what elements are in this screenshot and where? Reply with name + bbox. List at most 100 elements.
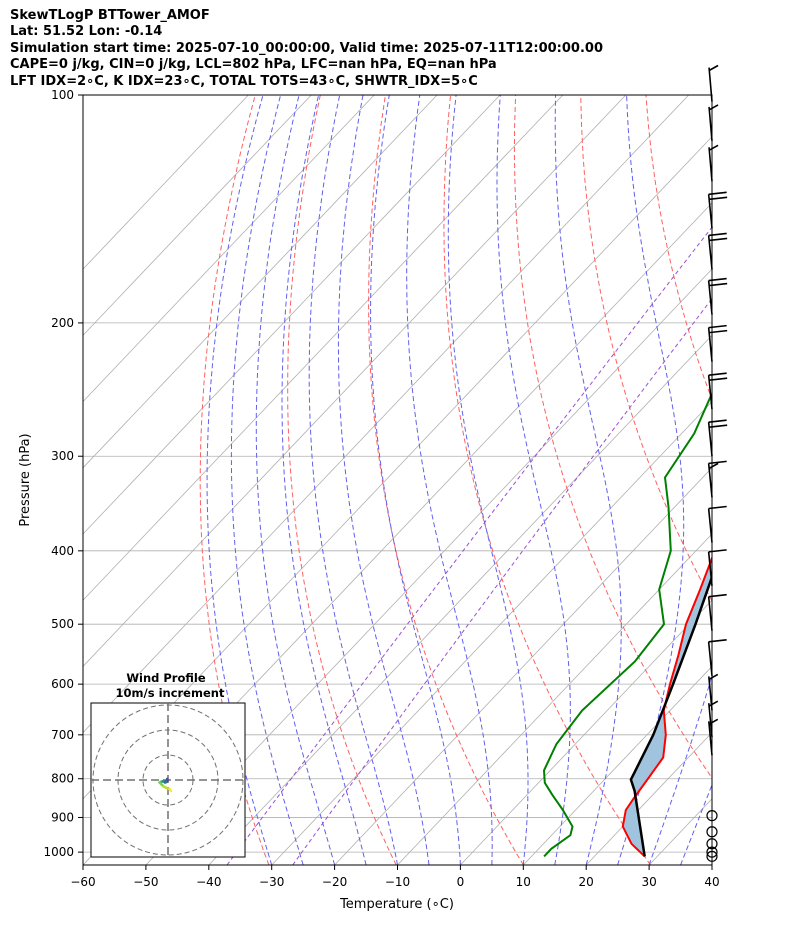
barb-flag-half [708,462,719,470]
barb-flag-half [708,673,719,681]
isotherm-line [145,268,712,865]
axes: −60 −50 −40 −30 −20 −10 0 10 20 30 40 100 200 300 400 5… [43,88,719,889]
dry-adiabat [513,95,712,779]
isotherm-line [648,798,712,865]
wind-barb [707,549,727,586]
x-axis-title: Temperature (∘C) [339,897,454,912]
isotherm-line [711,864,712,865]
barb-flag-full [708,191,727,196]
y-axis-title: Pressure (hPa) [18,433,33,526]
barb-flag-full [709,377,728,381]
barb-shaft [707,422,713,457]
isotherm-line [83,95,689,734]
barb-shaft [707,641,713,676]
dry-adiabat [368,95,524,865]
dry-adiabat [580,95,712,602]
barb-flag-full [708,549,727,553]
barb-shaft [707,463,713,498]
barb-shaft [708,676,713,711]
barb-flag-half [708,144,719,151]
calm-wind-circle [706,850,718,862]
barb-flag-full [709,424,728,429]
y-tick-label: 100 [51,88,74,102]
cape-line: CAPE=0 j/kg, CIN=0 j/kg, LCL=802 hPa, LF… [10,57,497,73]
indices-line: LFT IDX=2∘C, K IDX=23∘C, TOTAL TOTS=43∘C… [10,73,478,89]
location-line: Lat: 51.52 Lon: -0.14 [10,24,163,40]
wind-barb [707,460,727,498]
wind-barb [707,372,728,410]
x-tick-label: 10 [516,875,531,889]
calm-wind-circle [706,846,718,858]
x-tick-label: −10 [385,875,410,889]
calm-wind-circle [706,826,718,838]
parcel-profile-line [629,573,712,857]
dry-adiabat [645,95,712,401]
x-tick-label: 40 [704,875,719,889]
barb-flag-full [708,639,727,643]
y-tick-label: 400 [51,544,74,558]
barb-shaft [707,375,713,410]
dry-adiabat [443,95,652,865]
wind-barb [708,64,719,102]
dry-adiabat [199,95,270,865]
y-tick-label: 800 [51,772,74,786]
x-tick-label: −20 [322,875,347,889]
barb-shaft [708,67,713,102]
chart-header: SkewTLogP BTTower_AMOF Lat: 51.52 Lon: -… [10,8,603,90]
moist-adiabat [744,95,794,865]
barb-shaft [707,596,713,631]
isotherm-line [397,533,712,865]
x-tick-label: 0 [457,875,465,889]
plot-area [83,95,794,865]
y-tick-label: 300 [51,449,74,463]
isotherm-line [775,95,794,865]
dry-adiabat [287,95,397,865]
x-tick-label: −50 [133,875,158,889]
x-tick-label: 30 [641,875,656,889]
y-tick-label: 700 [51,728,74,742]
moist-adiabat [230,95,304,865]
barb-flag-full [708,505,727,510]
barb-flag-full [709,282,728,287]
barb-shaft [708,703,713,738]
y-tick-label: 500 [51,617,74,631]
isotherm-line [208,334,712,865]
moist-adiabat [496,95,571,865]
isotherm-line [83,95,501,535]
dry-adiabat [710,95,712,106]
mixing-ratio-line [292,297,712,865]
barb-shaft [708,147,713,182]
isotherm-line [83,95,438,469]
x-tick-label: −40 [196,875,221,889]
x-tick-label: −30 [259,875,284,889]
barb-flag-full [709,237,728,242]
hodograph-segment [168,787,173,793]
barb-flag-full [708,232,727,237]
barb-flag-full [709,329,728,334]
moist-adiabat [370,95,461,865]
barb-shaft [708,721,713,756]
y-tick-label: 1000 [43,845,74,859]
barb-flag-half [708,104,719,111]
isotherm-line [585,731,712,865]
wind-barb [708,700,719,738]
isotherm-line [523,665,712,865]
y-tick-label: 600 [51,677,74,691]
y-tick-label: 200 [51,316,74,330]
barb-flag-full [708,277,727,282]
barb-flag-full [708,324,727,329]
barb-flag-full [708,419,727,424]
moist-adiabat [281,95,367,865]
y-tick-label: 900 [51,810,74,824]
barb-shaft [707,327,713,362]
moist-adiabat [406,95,493,865]
barb-shaft [707,280,713,315]
wind-barb [708,104,719,142]
moist-adiabat [308,95,398,865]
barb-flag-full [708,372,727,376]
moist-adiabat [648,674,712,865]
barb-flag-full [708,460,727,465]
barb-flag-full [708,593,727,598]
wind-barb [708,673,719,711]
moist-adiabat [206,95,273,865]
